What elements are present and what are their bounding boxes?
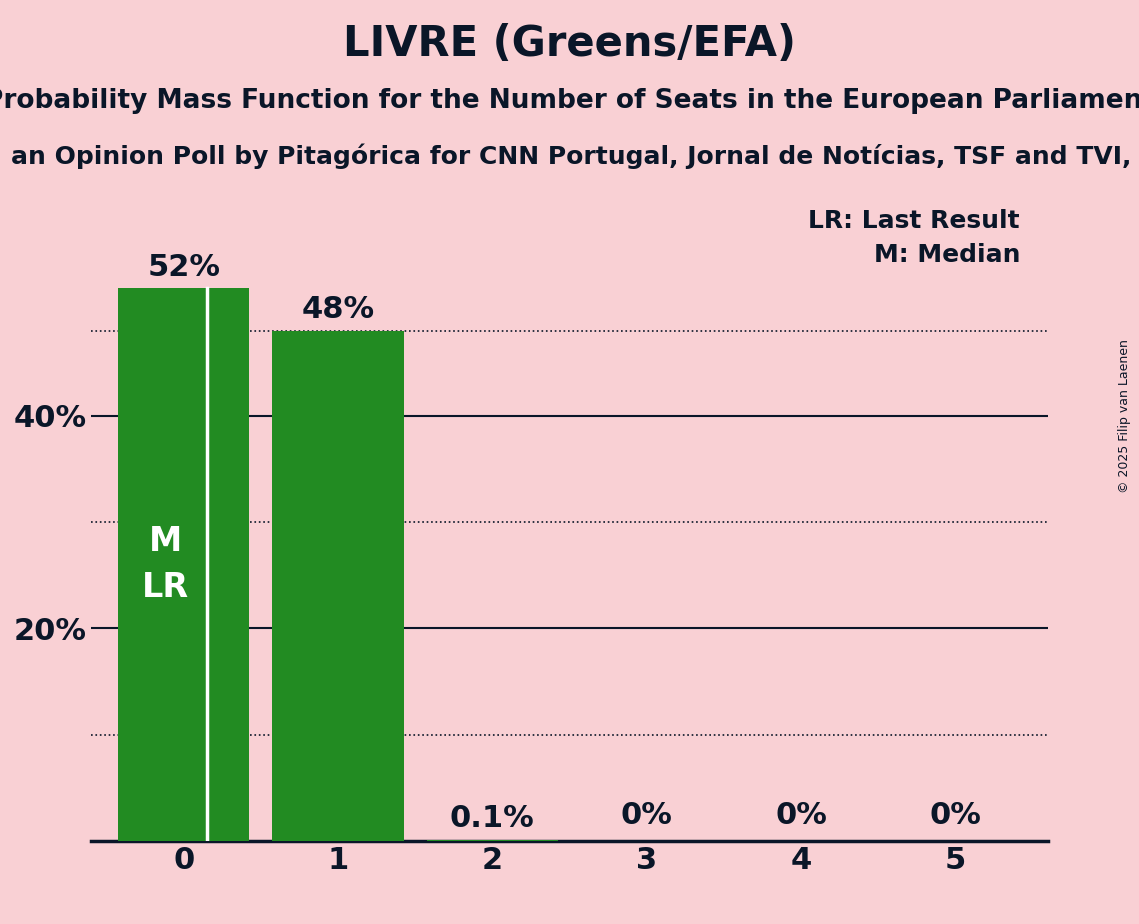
Text: 48%: 48% [302, 296, 375, 324]
Text: 52%: 52% [147, 253, 220, 282]
Bar [272, 331, 403, 841]
Text: 0.1%: 0.1% [450, 805, 534, 833]
Text: Probability Mass Function for the Number of Seats in the European Parliament: Probability Mass Function for the Number… [0, 88, 1139, 114]
Text: an Opinion Poll by Pitagórica for CNN Portugal, Jornal de Notícias, TSF and TVI,: an Opinion Poll by Pitagórica for CNN Po… [11, 143, 1139, 169]
Text: LIVRE (Greens/EFA): LIVRE (Greens/EFA) [343, 23, 796, 65]
Bar [427, 840, 558, 841]
Bar [118, 288, 249, 841]
Text: 0%: 0% [775, 801, 827, 831]
Text: 0%: 0% [621, 801, 673, 831]
Text: M
LR: M LR [141, 525, 189, 604]
Text: 0%: 0% [929, 801, 981, 831]
Text: LR: Last Result: LR: Last Result [809, 209, 1021, 233]
Text: © 2025 Filip van Laenen: © 2025 Filip van Laenen [1118, 339, 1131, 492]
Text: M: Median: M: Median [874, 243, 1021, 267]
